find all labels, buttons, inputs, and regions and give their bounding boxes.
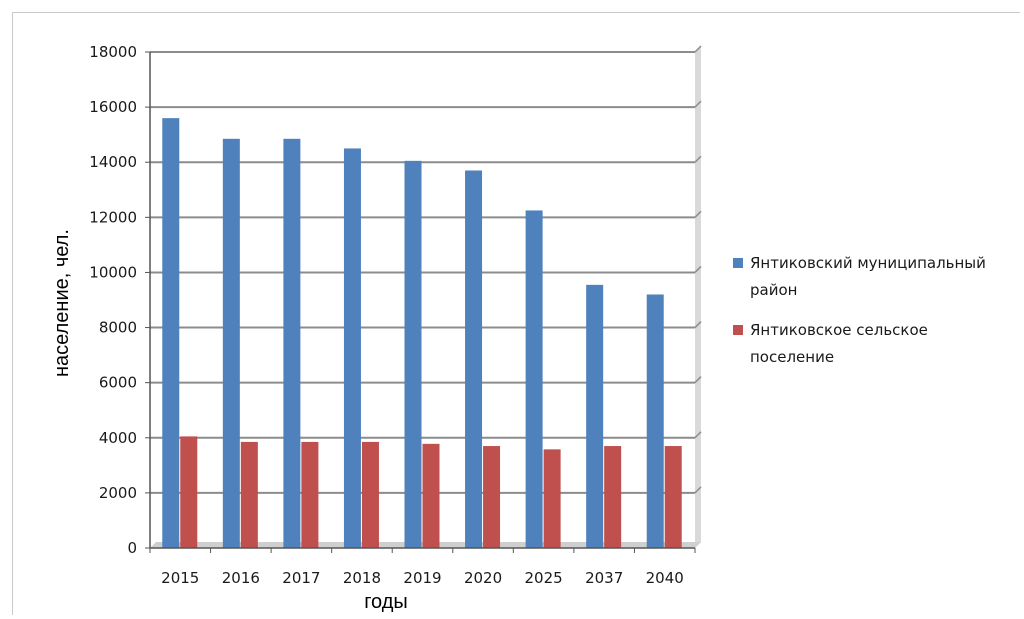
bar-district-2018	[343, 148, 361, 548]
gridline-depth	[694, 431, 702, 439]
legend-label-0: район	[750, 281, 797, 299]
y-tick-label: 4000	[99, 429, 137, 447]
y-tick-labels: 0 2000 4000 6000 8000 10000 12000 14000 16000 180…	[89, 43, 137, 557]
y-tick-label: 0	[127, 539, 137, 557]
x-tick-label: 2020	[464, 569, 502, 587]
x-tick-label: 2018	[343, 569, 381, 587]
legend-label-0: Янтиковский муниципальный	[750, 254, 986, 272]
gridline-depth	[694, 486, 702, 494]
x-tick-labels: 2015 2016 2017 2018 2019 2020 2025 2037 2040	[161, 569, 684, 587]
x-tick-label: 2037	[585, 569, 623, 587]
y-tick-label: 2000	[99, 484, 137, 502]
chart-frame	[12, 12, 1020, 615]
y-tick-label: 16000	[89, 98, 137, 116]
bar-settlement-2040	[664, 446, 682, 548]
x-axis-title: годы	[364, 591, 408, 613]
bars	[162, 118, 682, 549]
bar-district-2025	[525, 210, 543, 548]
bar-settlement-2018	[361, 441, 379, 548]
legend-swatch-0	[733, 258, 743, 268]
x-tick-label: 2017	[282, 569, 320, 587]
axes	[149, 52, 696, 553]
y-tick-label: 14000	[89, 153, 137, 171]
gridline-depth	[694, 265, 702, 273]
y-tick-label: 6000	[99, 374, 137, 392]
x-tick-label: 2016	[222, 569, 260, 587]
legend: Янтиковский муниципальный район Янтиковско…	[733, 254, 986, 366]
gridline-depth	[694, 210, 702, 218]
y-tick-label: 10000	[89, 263, 137, 281]
x-tick-label: 2019	[403, 569, 441, 587]
legend-label-1: Янтиковское сельское	[750, 321, 928, 339]
x-tick-label: 2015	[161, 569, 199, 587]
gridline-depth	[694, 45, 702, 53]
bar-district-2037	[586, 284, 604, 548]
bar-district-2017	[283, 138, 301, 549]
gridline-depth	[694, 155, 702, 163]
legend-label-1: поселение	[750, 348, 834, 366]
y-axis-title: население, чел.	[51, 229, 73, 377]
y-tick-label: 18000	[89, 43, 137, 61]
bar-settlement-2017	[301, 441, 319, 548]
bar-district-2020	[465, 170, 483, 548]
bar-district-2040	[646, 294, 664, 548]
bar-settlement-2020	[483, 446, 501, 548]
bar-district-2015	[162, 118, 180, 548]
bar-district-2016	[222, 138, 240, 549]
legend-swatch-1	[733, 325, 743, 335]
gridline-depth	[694, 100, 702, 108]
bar-settlement-2037	[604, 446, 622, 548]
y-tick-label: 8000	[99, 319, 137, 337]
y-tick-label: 12000	[89, 208, 137, 226]
bar-settlement-2019	[422, 443, 440, 548]
x-tick-label: 2025	[525, 569, 563, 587]
bar-settlement-2025	[543, 449, 561, 548]
x-tick-label: 2040	[646, 569, 684, 587]
gridline-depth	[694, 376, 702, 384]
bar-district-2019	[404, 160, 422, 548]
bar-settlement-2016	[240, 441, 258, 548]
gridline-depth	[694, 321, 702, 329]
plot-side-wall	[695, 46, 701, 548]
bar-settlement-2015	[180, 436, 198, 548]
